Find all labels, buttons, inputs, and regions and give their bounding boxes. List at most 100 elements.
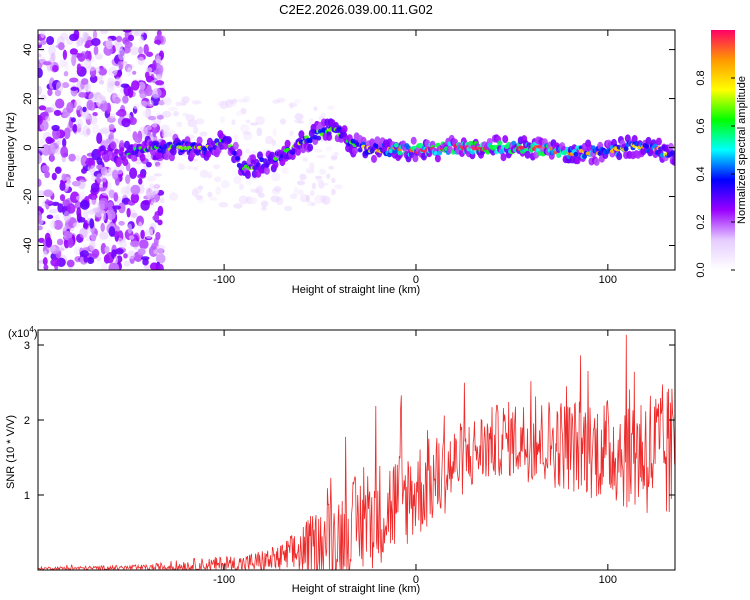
spectrogram-cell — [138, 46, 143, 55]
spectrogram-cell — [38, 153, 42, 165]
spectrogram-cell — [272, 128, 277, 137]
spectrogram-cell — [83, 255, 89, 263]
spectrogram-cell — [42, 250, 48, 258]
spectrogram-cell — [101, 262, 108, 270]
spectrogram-cell — [60, 146, 69, 158]
spectrogram-cell — [207, 191, 213, 198]
spectrogram-cell — [179, 102, 187, 106]
spectrogram-cell — [279, 118, 287, 125]
spectrogram-cell — [147, 99, 154, 107]
spectrogram-cell — [43, 264, 49, 270]
spectrogram-cell — [38, 53, 42, 58]
spectrogram-cell — [146, 125, 152, 131]
spectrogram-cell — [393, 142, 399, 148]
spectrogram-cell — [296, 180, 306, 186]
spectrogram-cell — [410, 136, 417, 145]
spectrogram-cell — [45, 237, 53, 248]
spectrogram-cell — [263, 166, 270, 175]
spectrogram-cell — [130, 192, 140, 204]
spectrogram-cell — [139, 173, 145, 178]
spectrogram-cell — [270, 195, 280, 203]
spectrogram-cell — [199, 131, 208, 137]
spectrogram-cell — [139, 153, 146, 162]
spectrogram-cell — [319, 168, 327, 175]
spectrogram-cell — [155, 253, 166, 264]
spectrogram-cell — [108, 66, 118, 77]
spectrogram-cell — [186, 145, 192, 150]
spectrogram-cell — [331, 188, 336, 196]
spectrogram-cell — [156, 114, 164, 120]
spectrogram-cell — [616, 152, 623, 161]
bottom-y-tick-label: 2 — [24, 415, 30, 427]
bottom-x-axis-label: Height of straight line (km) — [292, 583, 420, 595]
spectrogram-cell — [38, 105, 47, 111]
spectrogram-cell — [120, 83, 130, 88]
spectrogram-cell — [48, 208, 58, 214]
spectrogram-cell — [121, 117, 131, 128]
spectrogram-cell — [153, 39, 162, 45]
spectrogram-cell — [324, 139, 330, 145]
top-x-axis-label: Height of straight line (km) — [292, 284, 420, 296]
spectrogram-cell — [41, 144, 51, 156]
spectrogram-cell — [100, 30, 109, 35]
spectrogram-cell — [374, 136, 381, 145]
spectrogram-cell — [85, 50, 90, 61]
spectrogram-cell — [89, 218, 95, 229]
spectrogram-cell — [151, 87, 162, 98]
spectrogram-cell — [157, 263, 164, 270]
spectrogram-cell — [233, 203, 243, 209]
spectrogram-cell — [164, 97, 172, 106]
spectrogram-cell — [143, 264, 152, 270]
spectrogram-cell — [289, 103, 294, 109]
spectrogram-cell — [38, 67, 43, 78]
spectrogram-cell — [245, 119, 251, 124]
spectrogram-cell — [229, 103, 238, 107]
spectrogram-cell — [152, 120, 160, 125]
spectrogram-cell — [123, 253, 128, 259]
spectrogram-cell — [195, 194, 204, 200]
spectrogram-cell — [76, 118, 84, 129]
spectrogram-cell — [314, 175, 323, 179]
spectrogram-cell — [79, 199, 90, 210]
spectrogram-cell — [90, 115, 98, 125]
spectrogram-cell — [294, 113, 304, 121]
spectrogram-cell — [90, 233, 98, 241]
spectrogram-cell — [44, 200, 54, 205]
spectrogram-cell — [296, 120, 305, 124]
spectrogram-cell — [176, 162, 184, 170]
spectrogram-cell — [46, 35, 55, 46]
spectrogram-cell — [271, 172, 281, 182]
spectrogram-cell — [272, 160, 279, 169]
spectrogram-cell — [397, 150, 403, 156]
spectrogram-cell — [305, 169, 315, 174]
spectrogram-cell — [39, 139, 45, 145]
spectrogram-cell — [83, 208, 89, 219]
spectrogram-cell — [69, 48, 78, 55]
spectrogram-cell — [67, 237, 74, 249]
spectrogram-cell — [69, 77, 79, 83]
spectrogram-cell — [43, 189, 54, 198]
spectrogram-cell — [631, 135, 638, 143]
spectrogram-cell — [38, 262, 42, 269]
spectrogram-cell — [326, 173, 331, 180]
spectrogram-cell — [96, 97, 101, 107]
spectrogram-cell — [118, 202, 126, 214]
spectrogram-cell — [89, 199, 99, 206]
spectrogram-cell — [38, 85, 43, 96]
spectrogram-cell — [316, 154, 326, 159]
spectrogram-cell — [47, 88, 53, 97]
spectrogram-cell — [96, 132, 103, 145]
snr-plot-area — [38, 334, 675, 570]
spectrogram-cell — [107, 201, 114, 213]
spectrogram-cell — [75, 195, 84, 201]
spectrogram-cell — [320, 182, 329, 187]
spectrogram-cell — [144, 71, 150, 79]
spectrogram-cell — [156, 151, 163, 159]
spectrogram-cell — [313, 148, 323, 153]
spectrogram-cell — [72, 123, 78, 133]
spectrogram-cell — [215, 186, 222, 196]
colorbar-axis: 0.0 0.2 0.4 0.6 0.8 — [695, 70, 735, 278]
spectrogram-cell — [99, 200, 106, 205]
spectrogram-cell — [125, 174, 131, 184]
spectrogram-cell — [302, 157, 308, 162]
